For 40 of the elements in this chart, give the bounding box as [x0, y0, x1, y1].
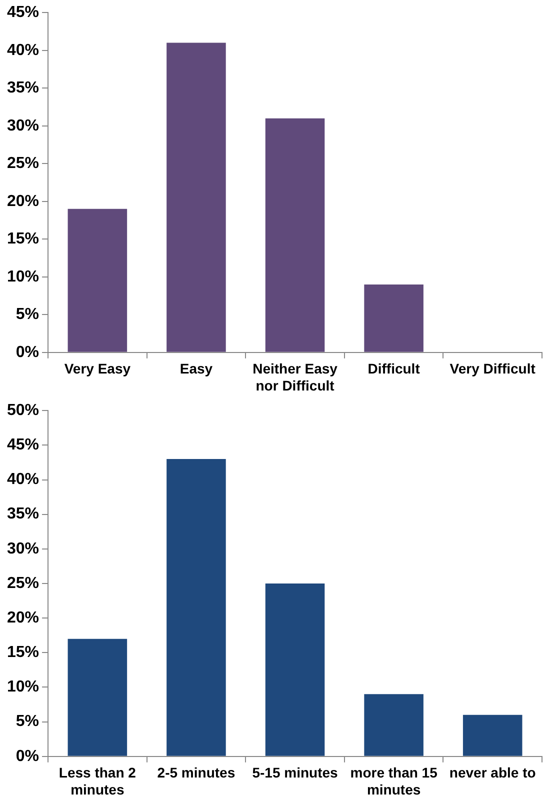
- bar: [364, 284, 424, 352]
- y-tick-label: 25%: [6, 574, 40, 592]
- y-tick-label: 0%: [16, 344, 40, 361]
- y-tick-label: 20%: [6, 609, 40, 626]
- y-tick-label: 0%: [16, 748, 40, 765]
- y-tick-label: 40%: [6, 42, 40, 59]
- x-tick-label: Very Easy: [64, 360, 131, 377]
- y-tick-label: 50%: [6, 402, 40, 420]
- y-tick-label: 35%: [6, 506, 40, 523]
- bar: [166, 42, 226, 352]
- x-tick-label: more than 15 minutes: [350, 764, 438, 798]
- y-tick-label: 40%: [6, 471, 40, 488]
- y-tick-label: 5%: [16, 713, 40, 730]
- y-tick-label: 20%: [6, 192, 40, 210]
- x-tick-label: 2-5 minutes: [157, 764, 236, 781]
- x-tick-label: Less than 2 minutes: [58, 764, 136, 798]
- y-tick-label: 45%: [6, 436, 40, 454]
- y-tick-label: 45%: [6, 4, 40, 22]
- bar: [364, 694, 424, 756]
- bar: [265, 118, 325, 352]
- bar: [68, 208, 128, 352]
- y-tick-label: 15%: [6, 644, 40, 662]
- x-tick-label: Easy: [180, 360, 213, 377]
- y-tick-label: 10%: [6, 268, 40, 286]
- y-tick-label: 15%: [6, 230, 40, 248]
- bar: [166, 459, 226, 756]
- x-tick-label: Neither Easy nor Difficult: [252, 360, 338, 394]
- x-tick-label: never able to: [449, 764, 536, 781]
- bar: [68, 638, 128, 756]
- y-tick-label: 25%: [6, 155, 40, 172]
- bar: [265, 584, 325, 756]
- x-tick-label: 5-15 minutes: [252, 764, 338, 781]
- y-tick-label: 30%: [6, 540, 40, 558]
- x-tick-label: Very Difficult: [450, 360, 536, 377]
- y-tick-label: 5%: [16, 306, 40, 324]
- y-tick-label: 10%: [6, 678, 40, 696]
- bar: [462, 714, 522, 756]
- x-tick-label: Difficult: [368, 360, 420, 377]
- y-tick-label: 35%: [6, 80, 40, 97]
- y-tick-label: 30%: [6, 117, 40, 134]
